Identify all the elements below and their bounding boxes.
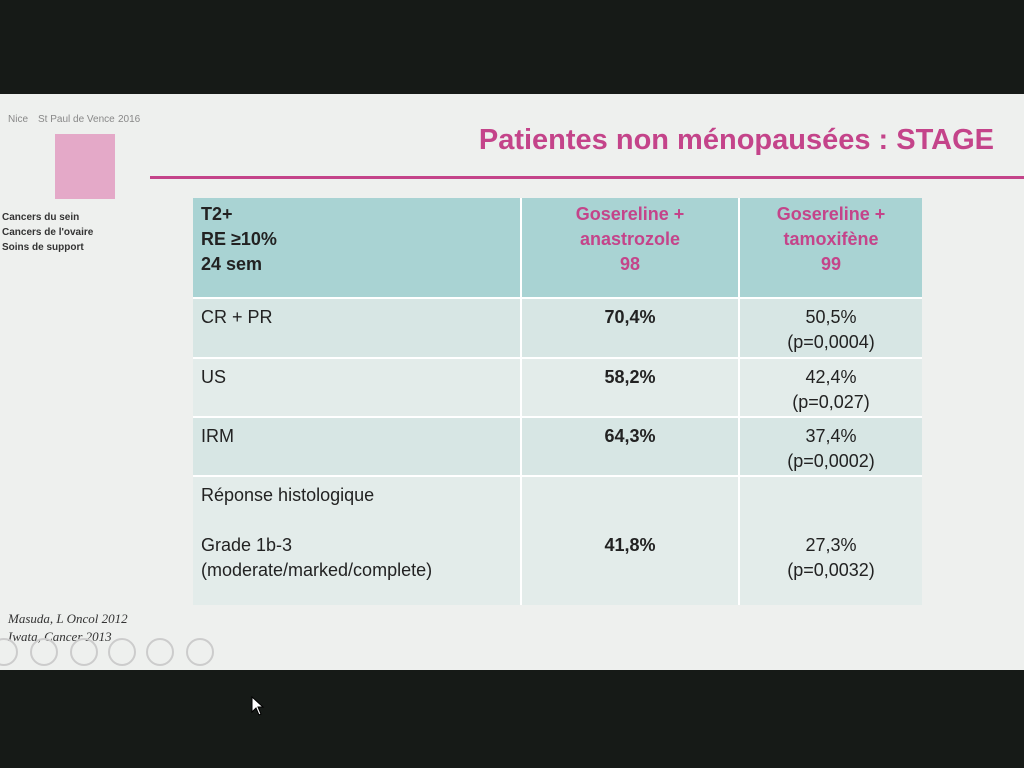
cell-text: CR + PR: [201, 307, 273, 327]
table-cell: 41,8%: [520, 475, 738, 605]
cell-text: (p=0,0032): [787, 560, 875, 580]
title-rule: [150, 176, 1024, 179]
table-cell: 27,3% (p=0,0032): [738, 475, 922, 605]
slides-button[interactable]: [108, 638, 136, 666]
cell-text: T2+: [201, 204, 233, 224]
cell-text: IRM: [201, 426, 234, 446]
cell-text: 99: [820, 254, 842, 274]
slide-title: Patientes non ménopausées : STAGE: [478, 124, 994, 156]
cell-text: 64,3%: [604, 426, 656, 446]
cell-text: 70,4%: [604, 307, 656, 327]
cell-text: (p=0,027): [792, 392, 870, 412]
cell-text: 58,2%: [604, 367, 656, 387]
cell-text: 24 sem: [201, 254, 263, 274]
cell-text: tamoxifène: [783, 229, 879, 249]
topic: Cancers du sein: [2, 212, 80, 223]
cell-text: 50,5%: [805, 307, 857, 327]
header-cell: Gosereline + anastrozole 98: [520, 198, 738, 297]
cell-text: US: [201, 367, 227, 387]
cell-text: anastrozole: [579, 229, 681, 249]
header-cell: Gosereline + tamoxifène 99: [738, 198, 922, 297]
cell-text: (moderate/marked/complete): [201, 560, 433, 580]
topic: Soins de support: [2, 242, 84, 253]
table: T2+ RE ≥10% 24 sem Gosereline + anastrozole 9…: [193, 198, 922, 605]
logo-image: [55, 134, 115, 199]
cell-text: Réponse histologique: [201, 485, 375, 505]
cell-text: 41,8%: [604, 535, 656, 555]
next-button[interactable]: [30, 638, 58, 666]
cell-text: Grade 1b-3: [201, 535, 293, 555]
reference: Iwata, Cancer 2013: [8, 629, 112, 644]
cell-text: RE ≥10%: [201, 229, 277, 249]
table-cell: 64,3%: [520, 416, 738, 475]
logo-place: Nice: [8, 114, 29, 125]
table-cell: US: [193, 357, 520, 416]
more-button[interactable]: [186, 638, 214, 666]
pen-button[interactable]: [70, 638, 98, 666]
topic: Cancers de l'ovaire: [2, 227, 94, 238]
logo-venue: St Paul de Vence: [38, 114, 115, 125]
table-cell: 58,2%: [520, 357, 738, 416]
table-cell: 70,4%: [520, 297, 738, 357]
table-cell: 50,5% (p=0,0004): [738, 297, 922, 357]
cell-text: 42,4%: [805, 367, 857, 387]
prev-button[interactable]: [0, 638, 18, 666]
table-cell: Réponse histologique Grade 1b-3 (moderate/…: [193, 475, 520, 605]
table-cell: 37,4% (p=0,0002): [738, 416, 922, 475]
cell-text: Gosereline +: [575, 204, 685, 224]
cursor: [251, 696, 265, 716]
logo-year: 2016: [118, 114, 141, 125]
header-cell: T2+ RE ≥10% 24 sem: [193, 198, 520, 297]
cell-text: (p=0,0002): [787, 451, 875, 471]
cell-text: 27,3%: [805, 535, 857, 555]
zoom-button[interactable]: [146, 638, 174, 666]
cell-text: Gosereline +: [776, 204, 886, 224]
reference: Masuda, L Oncol 2012: [8, 611, 128, 626]
table-cell: IRM: [193, 416, 520, 475]
cell-text: 37,4%: [805, 426, 857, 446]
slide: Nice St Paul de Vence 2016 Cancers du se…: [0, 94, 1024, 670]
table-cell: CR + PR: [193, 297, 520, 357]
cell-text: 98: [619, 254, 641, 274]
cell-text: (p=0,0004): [787, 332, 875, 352]
table-cell: 42,4% (p=0,027): [738, 357, 922, 416]
